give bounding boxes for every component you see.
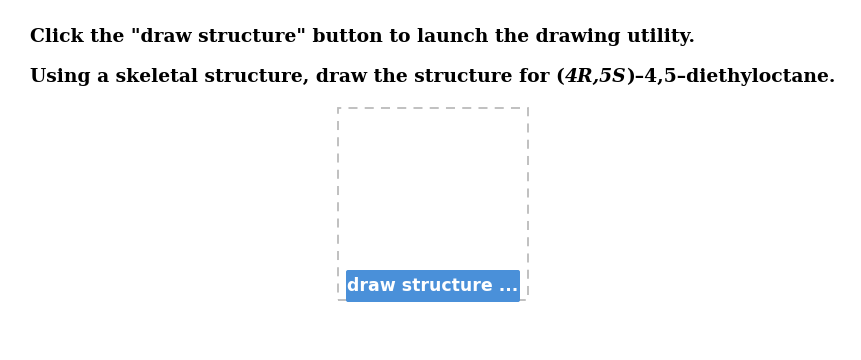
Text: Using a skeletal structure, draw the structure for (: Using a skeletal structure, draw the str… — [30, 68, 564, 86]
Text: )–4,5–diethyloctane.: )–4,5–diethyloctane. — [626, 68, 835, 86]
Text: Click the "draw structure" button to launch the drawing utility.: Click the "draw structure" button to lau… — [30, 28, 694, 46]
Bar — [338, 108, 528, 300]
Text: draw structure ...: draw structure ... — [347, 277, 518, 295]
FancyBboxPatch shape — [345, 270, 519, 302]
Text: 4R,5S: 4R,5S — [564, 68, 626, 86]
